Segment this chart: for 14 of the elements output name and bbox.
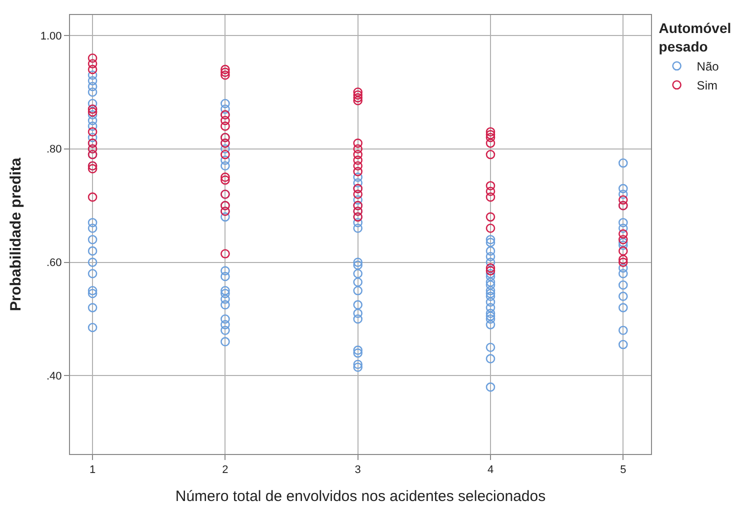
legend-label: Não [696, 60, 720, 74]
x-tick-label: 1 [89, 464, 96, 476]
y-tick-label: .40 [46, 370, 62, 383]
x-tick-label: 3 [354, 464, 361, 476]
y-tick-label: .80 [46, 144, 62, 156]
y-tick-label: .60 [46, 257, 62, 270]
legend-title: Automóvel pesado [658, 20, 732, 54]
legend-label: Sim [696, 78, 718, 93]
x-axis-title: Número total de envolvidos nos acidentes selecionados [175, 488, 546, 506]
x-tick-label: 4 [487, 464, 494, 476]
x-tick-label: 5 [620, 464, 626, 476]
x-tick-label: 2 [222, 464, 228, 476]
y-tick-label: 1.00 [40, 30, 62, 42]
y-axis-title: Probabilidade predita [8, 157, 25, 312]
